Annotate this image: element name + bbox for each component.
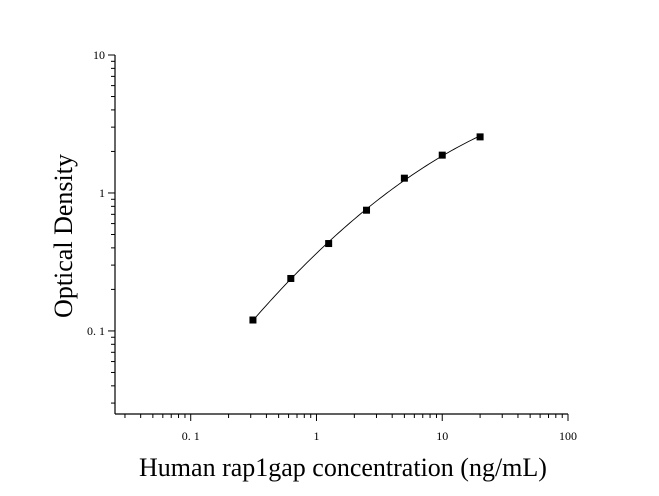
x-tick-label: 1 [313, 429, 319, 443]
y-tick-label: 1 [99, 186, 105, 200]
data-point [438, 151, 446, 159]
axes [114, 55, 568, 415]
fit-curve [252, 135, 481, 321]
data-point [476, 133, 484, 141]
ticks: 0. 1 1 10 100 0. 1 1 10 [87, 48, 577, 443]
x-axis-title: Human rap1gap concentration (ng/mL) [139, 453, 547, 482]
x-tick-label: 10 [436, 429, 448, 443]
data-point [363, 206, 371, 214]
data-point [249, 316, 257, 324]
y-tick-label: 0. 1 [87, 324, 105, 338]
x-tick-label: 100 [559, 429, 577, 443]
data-point [287, 274, 295, 282]
data-point [400, 174, 408, 182]
fit-curve-group [252, 135, 481, 321]
data-points [249, 133, 484, 324]
y-axis-title: Optical Density [49, 154, 78, 318]
data-point [325, 240, 333, 248]
x-tick-label: 0. 1 [182, 429, 200, 443]
y-tick-label: 10 [93, 48, 105, 62]
